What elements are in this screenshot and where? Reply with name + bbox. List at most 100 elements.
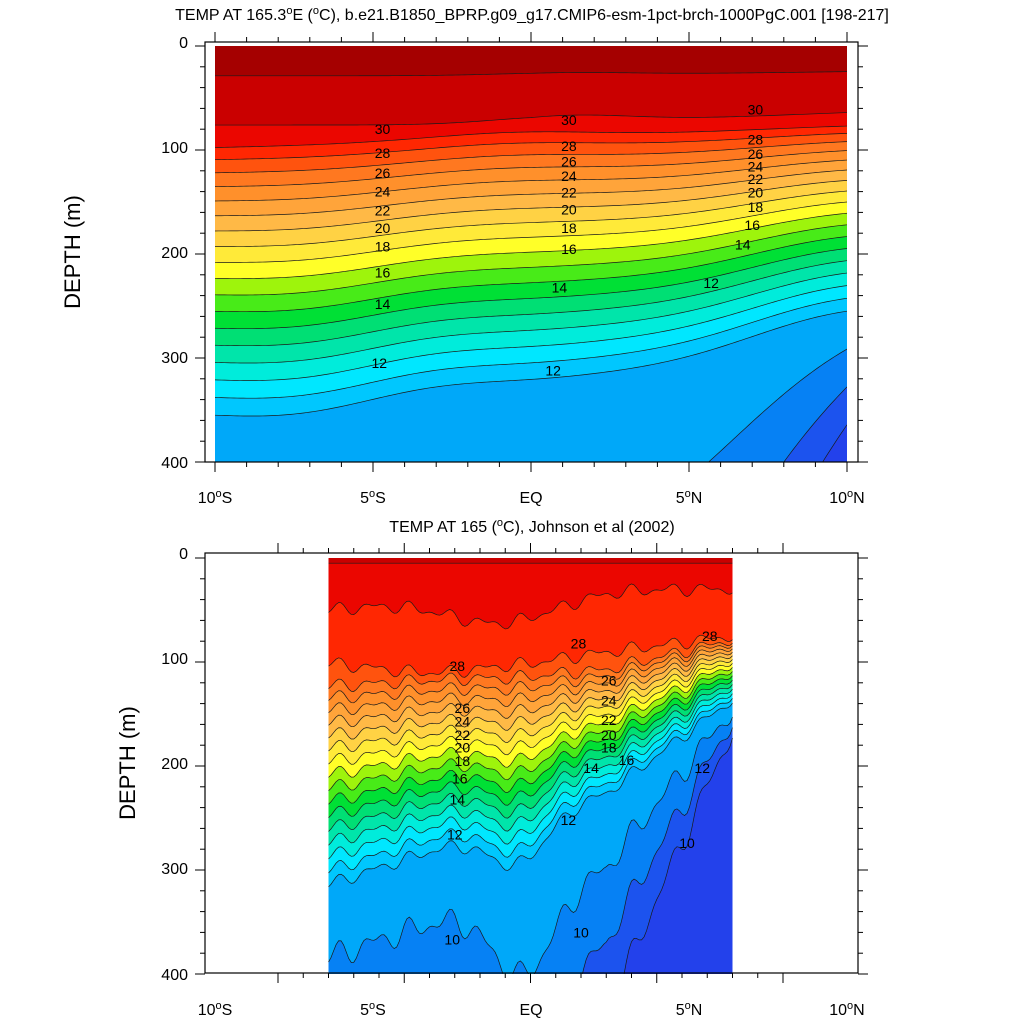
isotherm-line bbox=[215, 180, 847, 232]
contour-label: 14 bbox=[583, 760, 599, 776]
isotherm-line bbox=[328, 688, 733, 846]
panel-obs-field bbox=[278, 558, 783, 974]
contour-label: 20 bbox=[375, 220, 391, 236]
isotherm-line bbox=[328, 717, 733, 974]
isotherm-line bbox=[328, 679, 733, 819]
isotherm-line bbox=[328, 634, 733, 678]
panel-model-ticks bbox=[195, 32, 868, 472]
x-tick-label: EQ bbox=[519, 1002, 542, 1019]
y-tick-label: 0 bbox=[179, 546, 188, 563]
contour-label: 28 bbox=[449, 658, 465, 674]
contour-label: 12 bbox=[561, 812, 577, 828]
temperature-band bbox=[328, 558, 733, 629]
contour-label: 26 bbox=[561, 153, 577, 169]
contour-label: 16 bbox=[375, 265, 391, 281]
x-tick-label: 10oS bbox=[198, 1000, 233, 1019]
contour-label: 26 bbox=[601, 673, 617, 689]
contour-label: 22 bbox=[748, 171, 764, 187]
contour-label: 24 bbox=[601, 692, 617, 708]
isotherm-line bbox=[328, 645, 733, 704]
y-tick-label: 0 bbox=[179, 35, 188, 52]
contour-label: 26 bbox=[455, 700, 471, 716]
contour-label: 28 bbox=[748, 132, 764, 148]
x-tick-label: EQ bbox=[519, 490, 542, 507]
x-tick-label: 5oN bbox=[676, 1000, 703, 1019]
panel-model-x-tick-labels: 10oS 5oS EQ 5oN 10oN bbox=[198, 488, 865, 507]
contour-label: 12 bbox=[703, 275, 719, 291]
panel-obs-frame bbox=[204, 552, 859, 974]
contour-label: 30 bbox=[561, 112, 577, 128]
y-tick-label: 300 bbox=[161, 861, 188, 878]
contour-label: 20 bbox=[455, 739, 471, 755]
contour-label: 30 bbox=[748, 101, 764, 117]
isotherm-line bbox=[215, 224, 847, 296]
contour-label: 12 bbox=[447, 827, 463, 843]
contour-label: 18 bbox=[455, 753, 471, 769]
x-tick-label: 10oN bbox=[829, 488, 864, 507]
isotherm-line bbox=[708, 348, 847, 462]
contour-label: 30 bbox=[375, 121, 391, 137]
contour-label: 18 bbox=[561, 220, 577, 236]
panel-model-field bbox=[215, 46, 847, 462]
isotherm-line bbox=[328, 675, 733, 805]
isotherm-line bbox=[328, 655, 733, 740]
panel-model-title: TEMP AT 165.3oE (oC), b.e21.B1850_BPRP.g… bbox=[175, 5, 889, 24]
contour-label: 20 bbox=[601, 727, 617, 743]
isotherm-line bbox=[215, 132, 847, 161]
isotherm-line bbox=[328, 641, 733, 692]
isotherm-line bbox=[328, 659, 733, 752]
isotherm-line bbox=[328, 651, 733, 728]
contour-label: 24 bbox=[748, 159, 764, 175]
contour-label: 24 bbox=[375, 184, 391, 200]
isotherm-line bbox=[215, 190, 847, 247]
contour-label: 16 bbox=[619, 752, 635, 768]
panel-obs: TEMP AT 165 (oC), Johnson et al (2002) 2… bbox=[115, 517, 868, 1019]
isotherm-line bbox=[215, 272, 847, 364]
x-tick-label: 5oN bbox=[676, 488, 703, 507]
isotherm-line bbox=[215, 297, 847, 399]
isotherm-line bbox=[215, 212, 847, 279]
panel-obs-ticks bbox=[195, 543, 868, 983]
contour-label: 14 bbox=[735, 237, 751, 253]
panel-obs-x-tick-labels: 10oS 5oS EQ 5oN 10oN bbox=[198, 1000, 865, 1019]
contour-label: 20 bbox=[561, 201, 577, 217]
isotherm-line bbox=[215, 260, 847, 347]
isotherm-line bbox=[215, 150, 847, 187]
contour-label: 20 bbox=[748, 185, 764, 201]
panel-obs-y-axis-label: DEPTH (m) bbox=[115, 706, 140, 820]
isotherm-line bbox=[328, 663, 733, 765]
contour-label: 10 bbox=[679, 835, 695, 851]
contour-label: 28 bbox=[702, 628, 718, 644]
contour-label: 22 bbox=[601, 712, 617, 728]
contour-label: 14 bbox=[449, 791, 465, 807]
contour-label: 16 bbox=[452, 770, 468, 786]
contour-label: 26 bbox=[375, 165, 391, 181]
isotherm-line bbox=[215, 169, 847, 217]
contour-label: 24 bbox=[455, 713, 471, 729]
contour-label: 28 bbox=[375, 145, 391, 161]
contour-label: 10 bbox=[573, 924, 589, 940]
contour-label: 16 bbox=[744, 217, 760, 233]
contour-label: 26 bbox=[748, 146, 764, 162]
panel-obs-contour-labels: 2826242220181614121028262422201816141210… bbox=[444, 628, 717, 948]
contour-label: 28 bbox=[571, 635, 587, 651]
y-tick-label: 100 bbox=[161, 651, 188, 668]
isotherm-line bbox=[215, 112, 847, 126]
isotherm-line bbox=[328, 702, 733, 888]
y-tick-label: 400 bbox=[161, 455, 188, 472]
contour-label: 28 bbox=[561, 138, 577, 154]
x-tick-label: 10oN bbox=[829, 1000, 864, 1019]
panel-model-contour-labels: 3028262422201816141230282624222018161412… bbox=[372, 101, 764, 378]
temperature-band bbox=[328, 558, 733, 564]
contour-label: 16 bbox=[561, 241, 577, 257]
contour-label: 12 bbox=[372, 355, 388, 371]
contour-label: 12 bbox=[694, 760, 710, 776]
isotherm-line bbox=[623, 737, 733, 974]
contour-label: 22 bbox=[561, 185, 577, 201]
isotherm-line bbox=[328, 684, 733, 832]
x-tick-label: 10oS bbox=[198, 488, 233, 507]
contour-label: 18 bbox=[748, 199, 764, 215]
temperature-band bbox=[215, 46, 847, 76]
isotherm-line bbox=[215, 201, 847, 263]
